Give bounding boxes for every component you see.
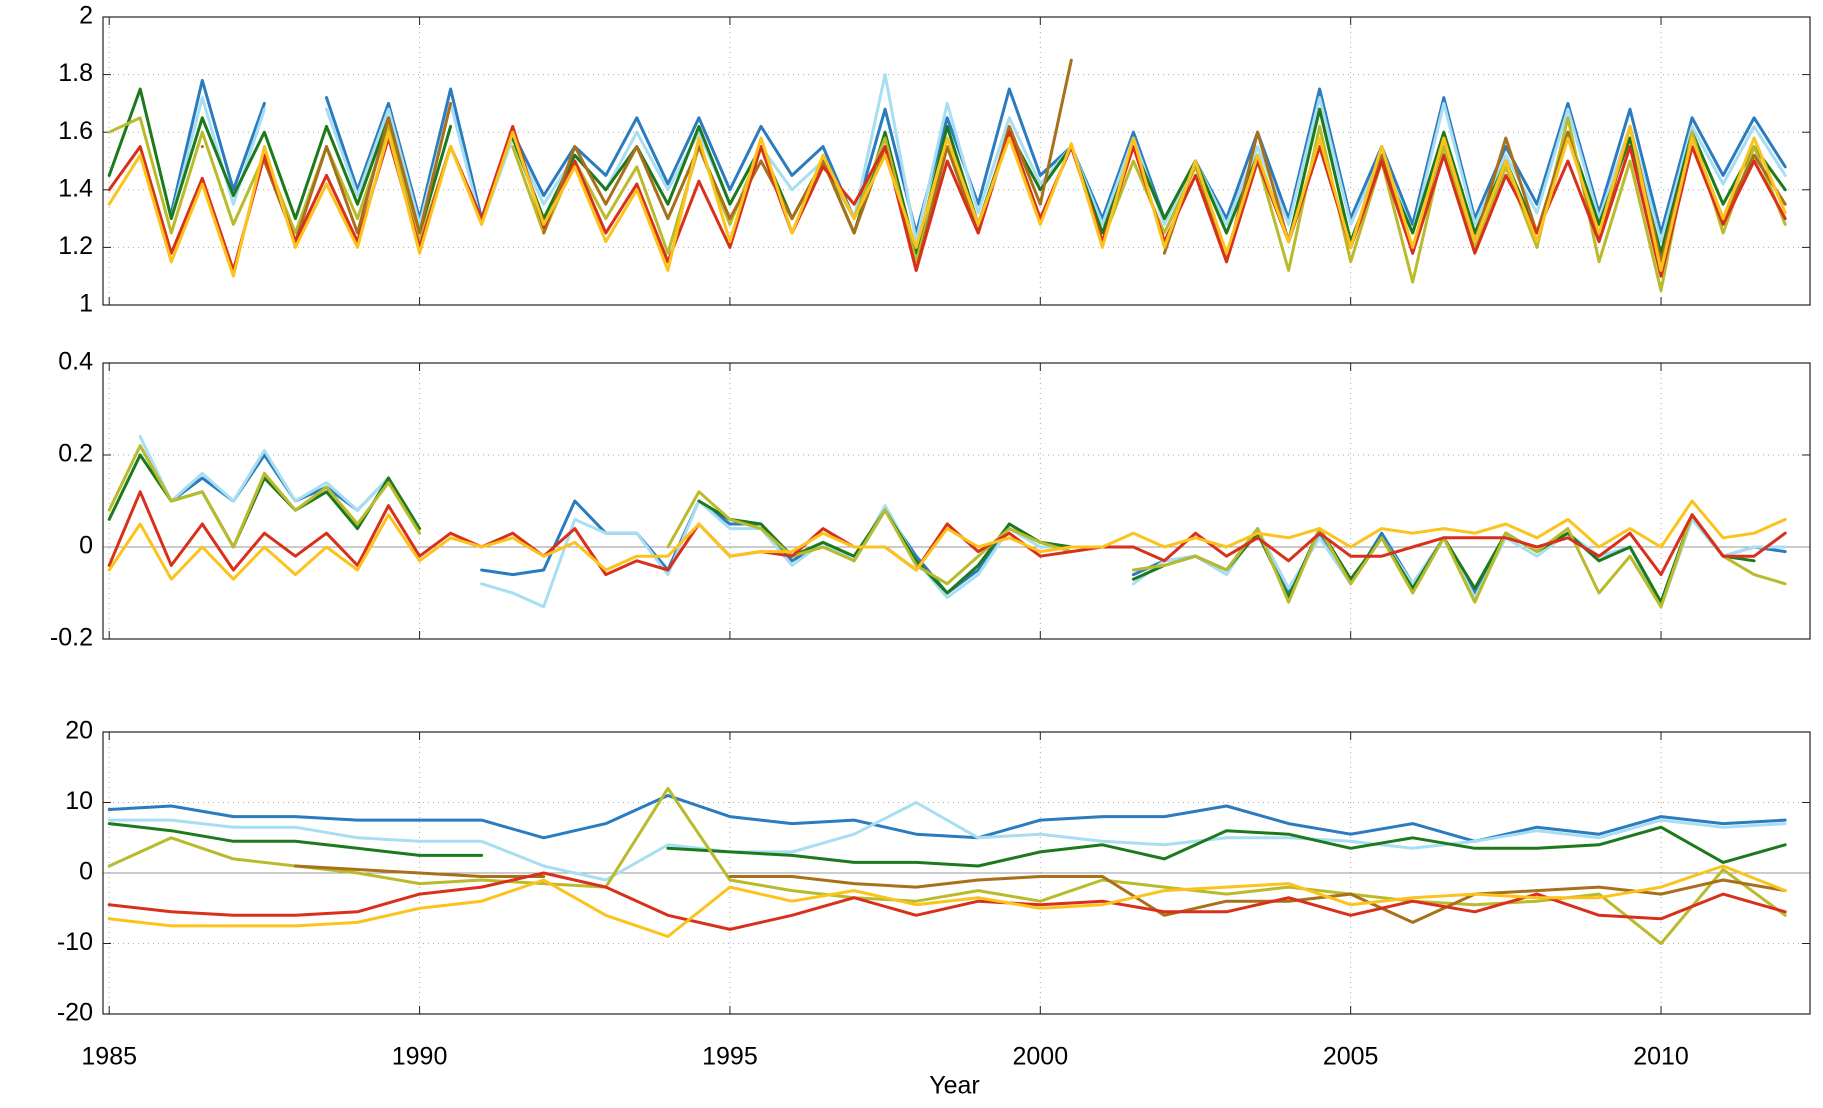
series-group [107,786,1787,945]
frame [102,362,1811,640]
data-line [107,444,1787,609]
y-tick-label: 1.2 [58,232,93,260]
y-tick-label: 0 [79,532,93,560]
series-group [107,58,1787,293]
y-tick-label: 10 [65,787,93,815]
data-line [107,499,1787,581]
y-tick-label: 1.6 [58,117,93,145]
y-tick-label: 1 [79,290,93,318]
data-line [107,124,1787,278]
y-tick-label: 1.4 [58,174,93,202]
data-line [293,864,1787,924]
panel: 1985 1990 1995 2000 2005 2010 -20 -10 0 10 20 Year [57,717,1811,1100]
y-tick-label: -10 [57,928,93,956]
data-line [107,490,1787,577]
frame [102,731,1811,1015]
y-tick-label: 2 [79,2,93,30]
x-tick-label: 2005 [1323,1043,1379,1071]
data-line [200,58,1787,272]
y-tick-label: -20 [57,999,93,1027]
y-tick-label: 0.4 [58,348,93,376]
x-tick-label: 2010 [1633,1043,1689,1071]
frame [102,16,1811,306]
data-line [107,822,1787,868]
panel: -0.2 0 0.2 0.4 [50,348,1811,652]
x-tick-label: 1990 [392,1043,448,1071]
data-line [107,794,1787,843]
x-axis-label: Year [929,1072,980,1100]
data-line [169,78,1787,235]
x-tick-label: 1995 [702,1043,758,1071]
y-tick-label: 1.8 [58,59,93,87]
y-tick-label: 20 [65,717,93,745]
plot-area [103,363,1810,639]
data-line [107,801,1787,882]
data-line [107,871,1787,931]
y-tick-label: 0.2 [58,440,93,468]
panel: 1 1.2 1.4 1.6 1.8 2 [58,2,1811,318]
series-group [107,435,1787,609]
y-tick-label: 0 [79,858,93,886]
x-tick-label: 1985 [81,1043,137,1071]
y-tick-label: -0.2 [50,624,93,652]
data-line [107,864,1787,938]
x-tick-label: 2000 [1012,1043,1068,1071]
